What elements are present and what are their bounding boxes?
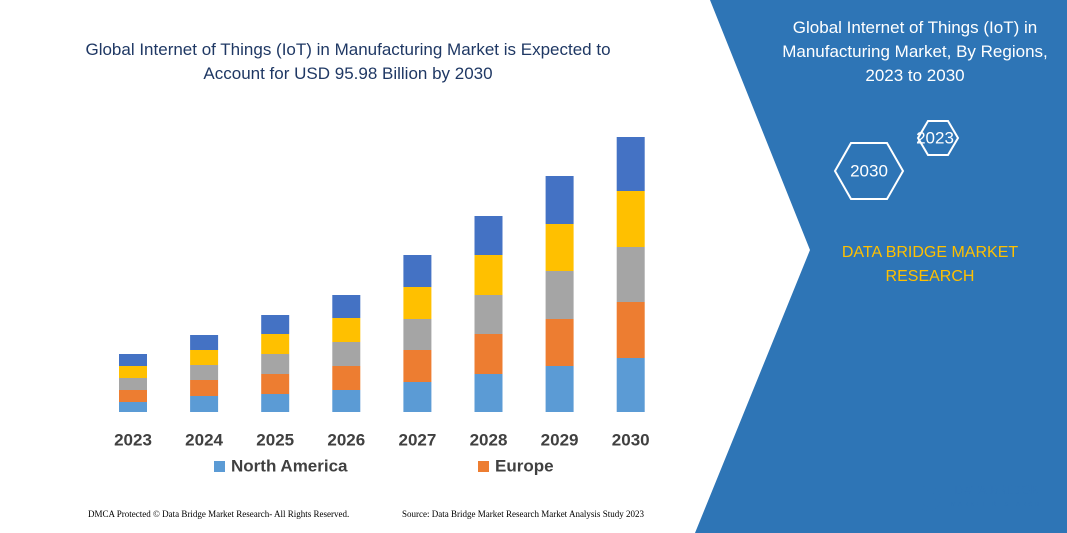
legend-swatch [214, 461, 225, 472]
bar-segment [190, 350, 219, 365]
bar-segment [332, 342, 361, 366]
x-tick-label: 2025 [256, 430, 294, 449]
bar-segment [403, 350, 432, 382]
bar-segment [332, 390, 361, 412]
bar-segment [190, 396, 219, 412]
panel-title: Global Internet of Things (IoT) in Manuf… [782, 18, 1048, 85]
x-tick-label: 2028 [470, 430, 508, 449]
hexagon [833, 142, 905, 200]
bar-segment [119, 354, 147, 366]
x-tick-label: 2024 [185, 430, 223, 449]
hexagon [916, 120, 960, 156]
x-tick-label: 2030 [612, 430, 650, 449]
bar-segment [261, 394, 290, 412]
logo-tagline: MARKET RESEARCH [951, 502, 1041, 508]
bar-segment [403, 382, 432, 412]
bar-segment [119, 402, 147, 412]
x-tick-label: 2027 [398, 430, 436, 449]
bar-segment [545, 366, 574, 412]
panel-year: 2030 [850, 161, 888, 180]
bar-segment [119, 390, 147, 402]
bar-segment [332, 366, 361, 390]
bar-segment [261, 315, 290, 334]
bar-segment [616, 137, 645, 191]
bar-segment [616, 247, 645, 302]
bar-segment [190, 335, 219, 350]
bar-segment [545, 176, 574, 224]
bar-segment [545, 319, 574, 366]
footer-left: DMCA Protected © Data Bridge Market Rese… [88, 509, 349, 519]
bar-segment [616, 358, 645, 412]
bar-segment [261, 354, 290, 374]
bar-segment [190, 380, 219, 396]
x-tick-label: 2029 [541, 430, 579, 449]
logo-name: DATA BRIDGE [954, 482, 1039, 497]
x-tick-label: 2023 [114, 430, 152, 449]
chart-title: Global Internet of Things (IoT) in Manuf… [85, 40, 611, 83]
bar-segment [474, 334, 503, 374]
panel-year: 2023 [916, 128, 954, 147]
panel-brand: DATA BRIDGE MARKET RESEARCH [841, 244, 1019, 285]
bar-segment [261, 374, 290, 394]
bar-segment [474, 295, 503, 334]
bar-segment [119, 366, 147, 378]
bar-segment [403, 255, 432, 287]
bar-segment [190, 365, 219, 380]
legend-label: North America [231, 456, 348, 475]
footer-right: Source: Data Bridge Market Research Mark… [402, 509, 644, 519]
bar-segment [545, 271, 574, 319]
side-panel [695, 0, 1067, 533]
bar-segment [616, 302, 645, 358]
logo-icon [915, 482, 941, 514]
bar-segment [119, 378, 147, 390]
bar-segment [403, 287, 432, 319]
x-tick-label: 2026 [327, 430, 365, 449]
bar-segment [616, 191, 645, 247]
bar-segment [474, 374, 503, 412]
bar-segment [332, 318, 361, 342]
bar-segment [403, 319, 432, 350]
bar-segment [474, 216, 503, 255]
legend-label: Europe [495, 456, 554, 475]
bar-segment [545, 224, 574, 271]
bar-segment [261, 334, 290, 354]
bar-segment [332, 295, 361, 318]
bar-segment [474, 255, 503, 295]
legend-swatch [478, 461, 489, 472]
